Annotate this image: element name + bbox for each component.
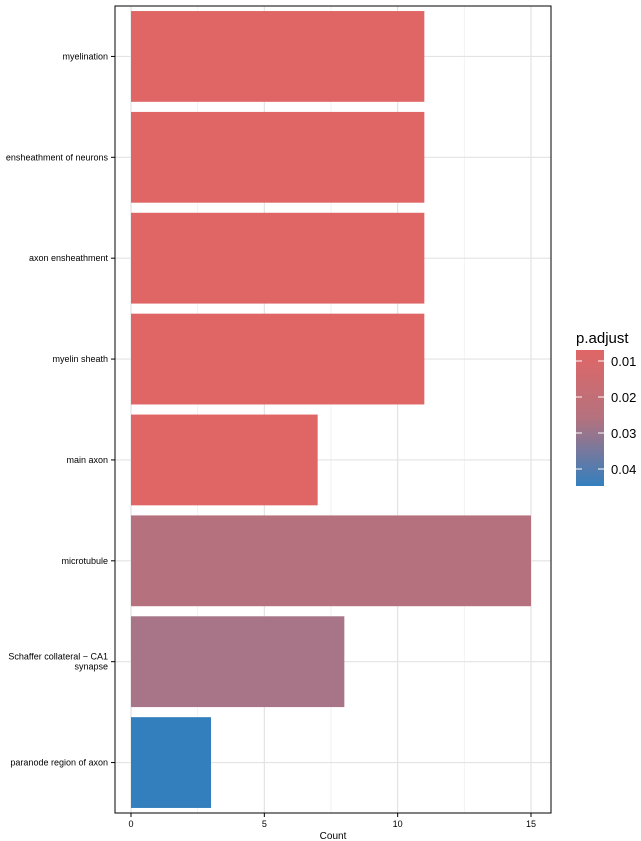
legend-title: p.adjust <box>576 330 629 347</box>
y-tick-label: axon ensheathment <box>29 253 109 263</box>
bar <box>131 616 345 708</box>
x-tick-label: 5 <box>262 819 267 829</box>
x-axis-title: Count <box>320 831 347 841</box>
y-tick-label: myelin sheath <box>52 354 108 364</box>
x-tick-label: 0 <box>128 819 133 829</box>
legend-label: 0.04 <box>611 462 636 477</box>
x-tick-label: 10 <box>393 819 403 829</box>
x-axis: 0 5 10 15 <box>128 813 536 829</box>
y-axis: myelination ensheathment of neurons axon e… <box>6 51 115 768</box>
bar <box>131 212 425 304</box>
panel-border <box>114 5 552 814</box>
x-tick-label: 15 <box>526 819 536 829</box>
y-tick-label: main axon <box>66 455 108 465</box>
legend-label: 0.01 <box>611 354 636 369</box>
legend-colorbar <box>576 350 604 486</box>
bar <box>131 111 425 203</box>
bar <box>131 717 211 808</box>
legend: p.adjust 0.01 0.02 0.03 0.04 <box>576 330 636 486</box>
legend-ticks: 0.01 0.02 0.03 0.04 <box>576 354 636 477</box>
y-tick-label: paranode region of axon <box>10 758 108 768</box>
y-tick-label: myelination <box>62 51 108 61</box>
y-tick-label: Schaffer collateral − CA1 synapse <box>8 652 108 672</box>
bar <box>131 515 531 607</box>
bar <box>131 414 318 506</box>
bars <box>131 11 531 808</box>
bar <box>131 11 425 102</box>
legend-label: 0.03 <box>611 426 636 441</box>
y-tick-label: microtubule <box>61 556 108 566</box>
legend-label: 0.02 <box>611 390 636 405</box>
bar <box>131 313 425 405</box>
y-tick-label: ensheathment of neurons <box>6 152 109 162</box>
